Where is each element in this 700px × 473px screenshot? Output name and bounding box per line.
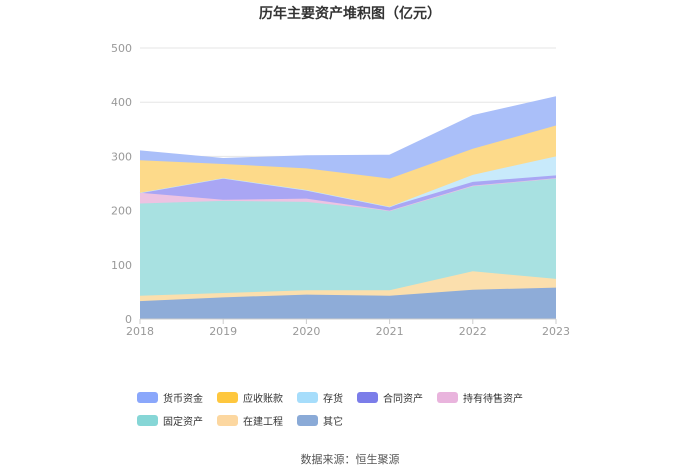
chart-title: 历年主要资产堆积图（亿元） xyxy=(259,6,441,22)
legend-label: 货币资金 xyxy=(163,394,203,405)
legend-swatch xyxy=(137,415,158,426)
legend-item[interactable]: 货币资金 xyxy=(137,390,203,405)
x-tick-label: 2023 xyxy=(542,325,570,338)
y-tick-label: 500 xyxy=(111,42,132,55)
area-series xyxy=(140,178,556,296)
legend-swatch xyxy=(217,392,238,403)
area-series xyxy=(140,287,556,319)
x-tick-label: 2022 xyxy=(459,325,487,338)
legend-label: 在建工程 xyxy=(243,417,283,428)
legend-swatch xyxy=(217,415,238,426)
y-tick-label: 400 xyxy=(111,96,132,109)
x-tick-label: 2019 xyxy=(209,325,237,338)
legend-item[interactable]: 其它 xyxy=(297,413,343,428)
legend-swatch xyxy=(297,392,318,403)
legend-label: 应收账款 xyxy=(243,394,283,405)
data-source-note: 数据来源：恒生聚源 xyxy=(300,453,400,466)
chart-legend: 货币资金 应收账款 存货 合同资产 持有待售资产固定资产 在建工程 其它 xyxy=(137,390,597,428)
legend-swatch xyxy=(137,392,158,403)
legend-label: 其它 xyxy=(323,417,343,428)
legend-label: 存货 xyxy=(323,394,343,405)
area-series xyxy=(140,175,556,211)
legend-label: 持有待售资产 xyxy=(463,394,523,405)
x-tick-label: 2018 xyxy=(126,325,154,338)
legend-swatch xyxy=(357,392,378,403)
legend-item[interactable]: 存货 xyxy=(297,390,343,405)
area-series xyxy=(140,125,556,207)
legend-label: 固定资产 xyxy=(163,417,203,428)
x-tick-label: 2020 xyxy=(292,325,320,338)
x-tick-label: 2021 xyxy=(376,325,404,338)
legend-item[interactable]: 固定资产 xyxy=(137,413,203,428)
y-tick-label: 100 xyxy=(111,259,132,272)
area-series-edge xyxy=(139,96,557,160)
legend-item[interactable]: 应收账款 xyxy=(217,390,283,405)
legend-item[interactable]: 持有待售资产 xyxy=(437,390,523,405)
area-series xyxy=(140,156,556,207)
y-tick-label: 0 xyxy=(125,313,132,326)
legend-item[interactable]: 在建工程 xyxy=(217,413,283,428)
area-series xyxy=(140,271,556,302)
legend-swatch xyxy=(437,392,458,403)
legend-label: 合同资产 xyxy=(383,394,423,405)
legend-item[interactable]: 合同资产 xyxy=(357,390,423,405)
y-tick-label: 200 xyxy=(111,205,132,218)
legend-swatch xyxy=(297,415,318,426)
y-tick-label: 300 xyxy=(111,150,132,163)
